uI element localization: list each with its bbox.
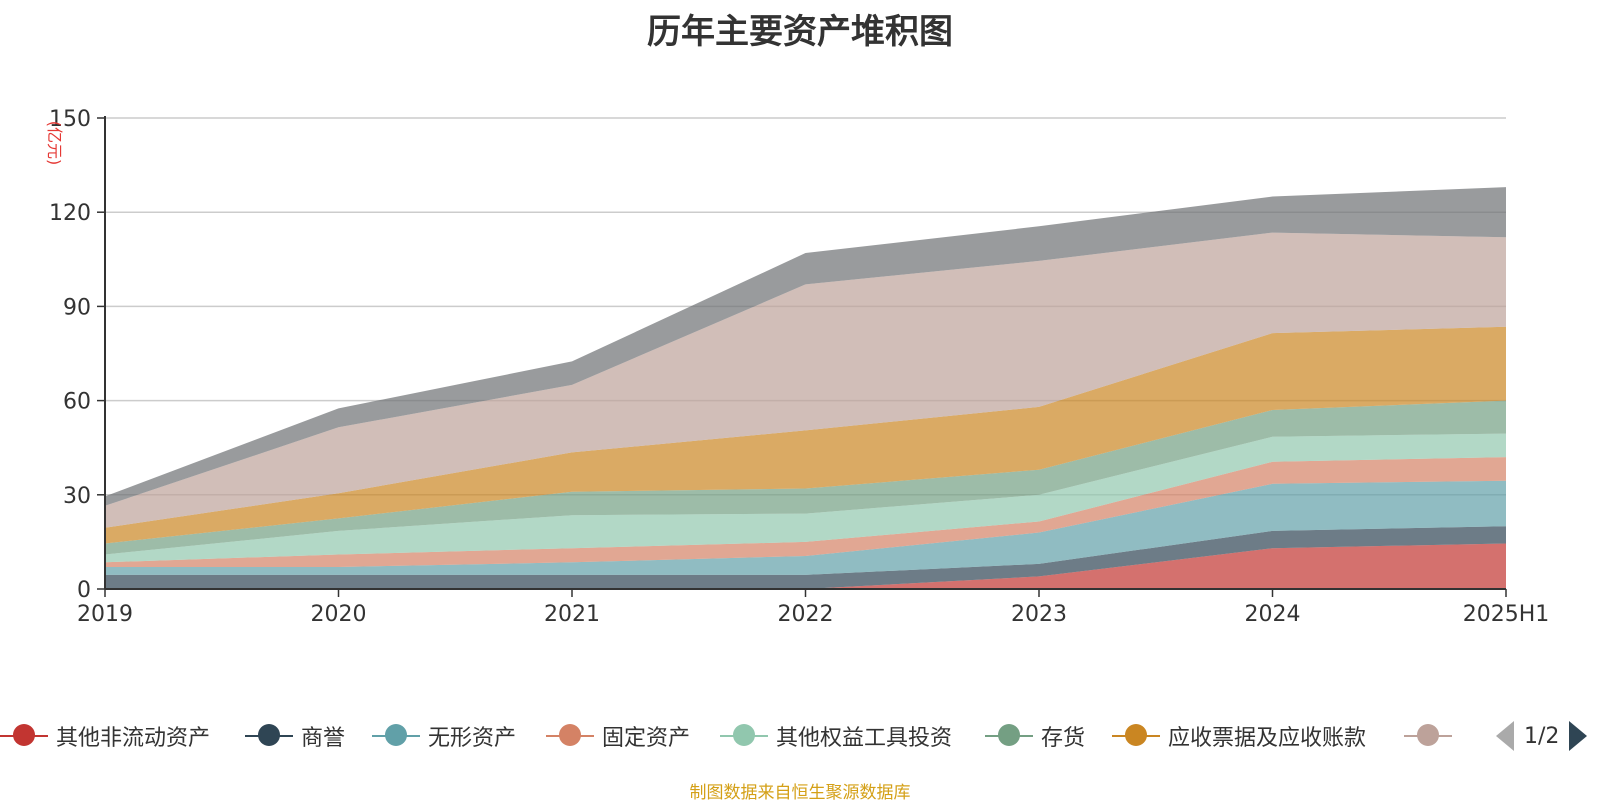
- area-series-1: [105, 543, 1506, 589]
- source-note: 制图数据来自恒生聚源数据库: [689, 783, 911, 803]
- legend-item[interactable]: 商誉: [245, 718, 345, 754]
- legend-page-indicator: 1/2: [1524, 723, 1560, 749]
- legend-item[interactable]: 无形资产: [372, 718, 516, 754]
- legend-item[interactable]: 其他权益工具投资: [720, 718, 952, 754]
- y-tick-label: 90: [63, 295, 91, 320]
- x-tick-label: 2022: [778, 602, 834, 627]
- legend-marker-icon: [546, 722, 594, 750]
- legend-marker-icon: [0, 722, 48, 750]
- legend-marker-icon: [372, 722, 420, 750]
- legend-item[interactable]: 固定资产: [546, 718, 690, 754]
- legend-prev-page-icon[interactable]: [1496, 721, 1514, 751]
- area-series-4: [105, 457, 1506, 567]
- legend-marker-icon: [245, 722, 293, 750]
- legend-marker-icon: [1404, 722, 1452, 750]
- legend-next-page-icon[interactable]: [1569, 721, 1588, 751]
- legend-pager: 1/2: [1496, 718, 1588, 754]
- area-series-7: [105, 326, 1506, 544]
- legend-label: 其他非流动资产: [56, 726, 211, 751]
- x-tick-label: 2025H1: [1463, 602, 1550, 627]
- area-series-3: [105, 480, 1506, 575]
- x-tick-label: 2019: [77, 602, 133, 627]
- legend-marker-icon: [720, 722, 768, 750]
- area-series-6: [105, 400, 1506, 555]
- tick-labels: 0 30 60 90 120 150 2019 2020 2021 2022 2023 2024 202…: [49, 107, 1549, 627]
- legend-marker-icon: [1112, 722, 1160, 750]
- legend-label: 商誉: [301, 726, 346, 751]
- legend-marker-icon: [985, 722, 1033, 750]
- y-tick-label: 150: [49, 107, 91, 132]
- legend-label: 其他权益工具投资: [776, 726, 953, 751]
- x-tick-label: 2023: [1011, 602, 1067, 627]
- legend-label: 固定资产: [602, 726, 691, 751]
- x-tick-label: 2020: [311, 602, 367, 627]
- y-axis-unit-label: (亿元): [45, 121, 64, 166]
- legend-label: 应收票据及应收账款: [1168, 726, 1367, 751]
- y-tick-label: 30: [63, 484, 91, 509]
- area-series-5: [105, 433, 1506, 563]
- x-tick-label: 2024: [1245, 602, 1301, 627]
- area-series-9: [105, 187, 1506, 506]
- legend-item[interactable]: [1404, 718, 1452, 754]
- area-series: [105, 187, 1506, 589]
- legend-label: 无形资产: [428, 726, 517, 751]
- x-tick-label: 2021: [544, 602, 600, 627]
- legend-item[interactable]: 存货: [985, 718, 1085, 754]
- chart-title: 历年主要资产堆积图: [647, 12, 953, 52]
- y-tick-label: 60: [63, 390, 91, 415]
- area-series-2: [105, 526, 1506, 589]
- legend: 其他非流动资产 商誉 无形资产 固定资产 其他权益工具投资 存货 应收票据及应收账款: [0, 718, 1600, 754]
- legend-item[interactable]: 其他非流动资产: [0, 718, 210, 754]
- y-tick-label: 0: [77, 578, 91, 603]
- legend-item[interactable]: 应收票据及应收账款: [1112, 718, 1366, 754]
- y-tick-label: 120: [49, 201, 91, 226]
- axes: [97, 116, 1507, 597]
- legend-label: 存货: [1041, 726, 1086, 751]
- area-series-8: [105, 232, 1506, 528]
